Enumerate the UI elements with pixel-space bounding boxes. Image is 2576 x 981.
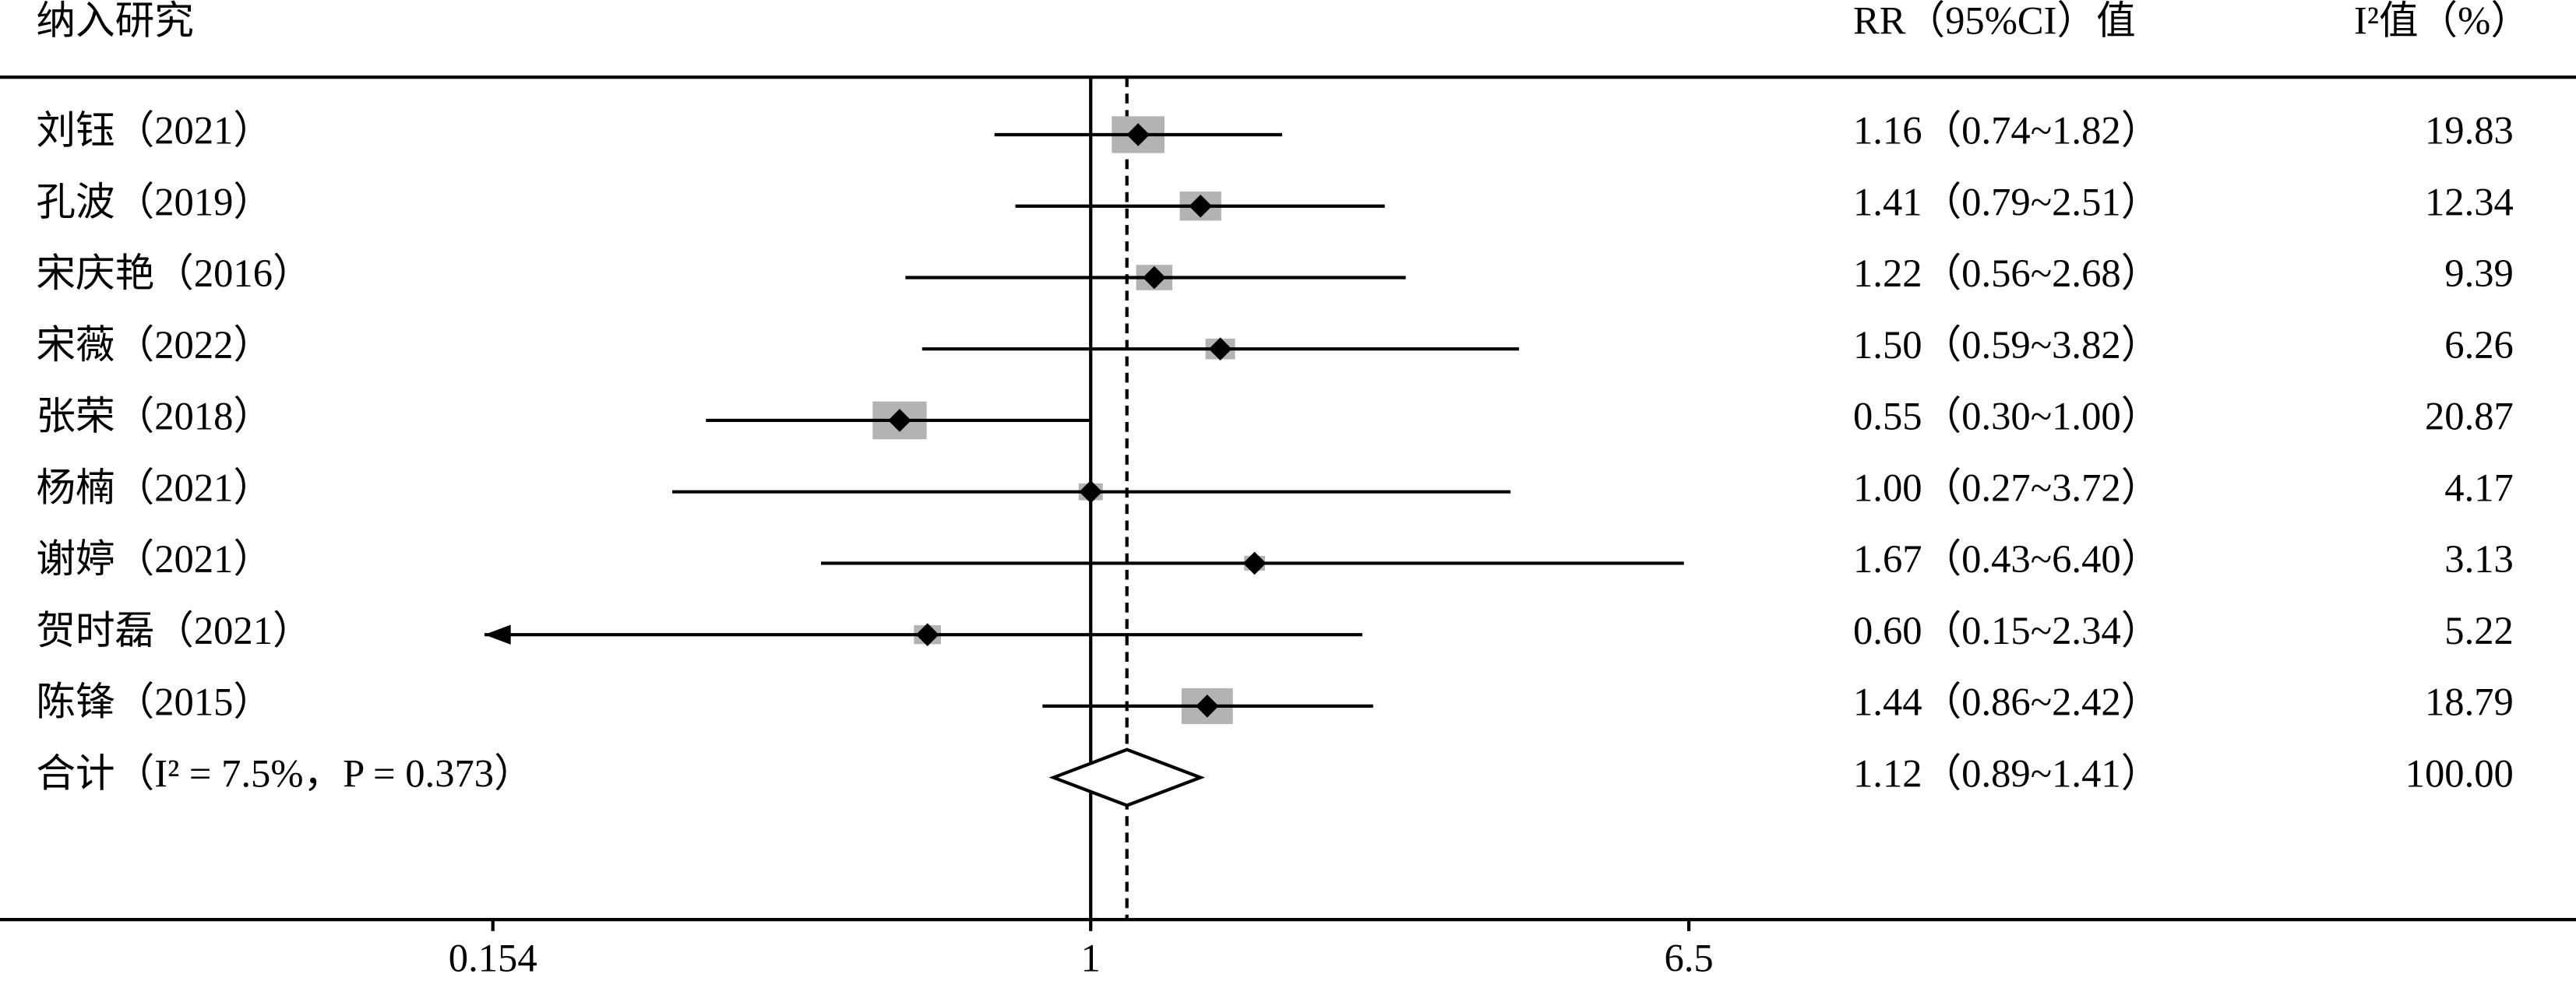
header-study: 纳入研究 xyxy=(36,0,193,42)
study-label: 宋薇（2022） xyxy=(36,323,273,367)
point-estimate xyxy=(1189,194,1212,218)
study-label: 刘钰（2021） xyxy=(36,109,273,153)
ci-arrow xyxy=(484,624,511,645)
weight-label: 19.83 xyxy=(2425,109,2514,153)
study-label: 张荣（2018） xyxy=(36,395,273,438)
study-label: 谢婷（2021） xyxy=(36,537,273,581)
x-tick-label: 6.5 xyxy=(1664,937,1713,980)
point-estimate xyxy=(1079,480,1102,504)
estimate-label: 1.44（0.86~2.42） xyxy=(1853,680,2160,724)
point-estimate xyxy=(1126,123,1150,146)
weight-label: 12.34 xyxy=(2425,180,2514,223)
study-label: 宋庆艳（2016） xyxy=(36,251,312,295)
summary-label: 合计（I² = 7.5%，P = 0.373） xyxy=(36,751,533,795)
estimate-label: 0.60（0.15~2.34） xyxy=(1853,609,2160,652)
point-estimate xyxy=(888,409,911,432)
summary-diamond xyxy=(1048,747,1206,807)
weight-label: 20.87 xyxy=(2425,395,2514,438)
estimate-label: 1.50（0.59~3.82） xyxy=(1853,323,2160,367)
summary-weight-label: 100.00 xyxy=(2405,751,2514,795)
estimate-label: 1.00（0.27~3.72） xyxy=(1853,466,2160,509)
weight-label: 5.22 xyxy=(2444,609,2514,652)
estimate-label: 1.41（0.79~2.51） xyxy=(1853,180,2160,223)
study-label: 贺时磊（2021） xyxy=(36,609,312,652)
point-estimate xyxy=(1196,694,1219,718)
point-estimate xyxy=(915,623,939,646)
x-tick-label: 0.154 xyxy=(449,937,537,980)
study-label: 杨楠（2021） xyxy=(36,466,273,509)
point-estimate xyxy=(1143,265,1166,290)
weight-label: 4.17 xyxy=(2444,466,2514,509)
estimate-label: 1.67（0.43~6.40） xyxy=(1853,537,2160,581)
study-label: 陈锋（2015） xyxy=(36,680,273,724)
weight-label: 9.39 xyxy=(2444,251,2514,295)
estimate-label: 1.22（0.56~2.68） xyxy=(1853,251,2160,295)
header-weight: I²值（%） xyxy=(2354,0,2530,42)
study-label: 孔波（2019） xyxy=(36,180,273,223)
weight-label: 6.26 xyxy=(2444,323,2514,367)
header-estimate: RR（95%CI）值 xyxy=(1853,0,2136,42)
weight-label: 18.79 xyxy=(2425,680,2514,724)
x-tick-label: 1 xyxy=(1081,937,1101,980)
weight-label: 3.13 xyxy=(2444,537,2514,581)
point-estimate xyxy=(1242,551,1267,575)
summary-estimate-label: 1.12（0.89~1.41） xyxy=(1853,751,2160,795)
estimate-label: 1.16（0.74~1.82） xyxy=(1853,109,2160,153)
estimate-label: 0.55（0.30~1.00） xyxy=(1853,395,2160,438)
